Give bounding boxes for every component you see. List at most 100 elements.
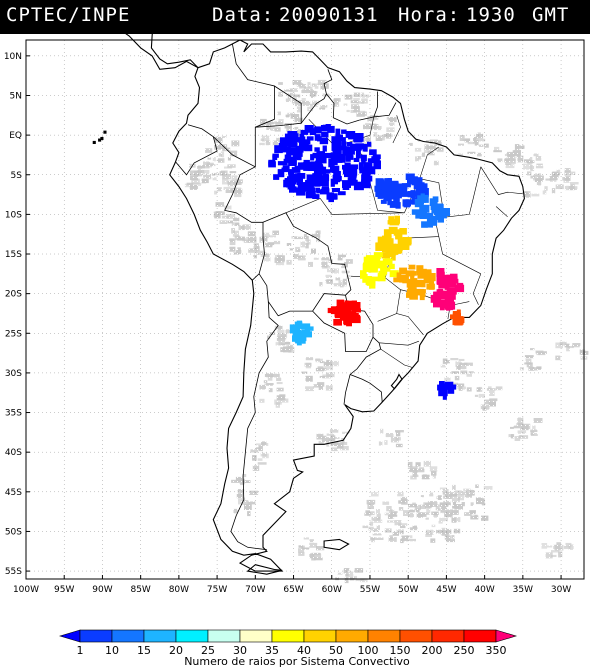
lightning-pixel — [415, 213, 423, 219]
cloud-pixel — [505, 159, 512, 165]
cloud-pixel — [476, 498, 485, 505]
lightning-pixel — [399, 274, 409, 283]
cloud-pixel — [354, 575, 357, 579]
cloud-pixel — [478, 393, 485, 398]
lightning-pixel — [299, 133, 305, 141]
lat-lon-grid — [25, 40, 584, 579]
cloud-pixel — [466, 387, 472, 392]
lightning-pixel — [353, 157, 360, 162]
cloud-pixel — [559, 341, 567, 346]
cloud-pixel — [229, 246, 236, 252]
cloud-pixel — [360, 94, 370, 98]
cloud-pixel — [261, 443, 269, 446]
lightning-pixel — [451, 290, 456, 300]
lightning-pixel — [384, 178, 391, 186]
cloud-pixel — [441, 530, 449, 536]
cloud-pixel — [335, 277, 341, 281]
lightning-pixel — [280, 137, 289, 143]
cloud-pixel — [392, 532, 399, 536]
cloud-pixel — [464, 362, 473, 366]
lightning-pixel — [416, 288, 421, 296]
cloud-pixel — [450, 382, 458, 386]
lightning-pixel — [290, 147, 299, 156]
lightning-pixel — [300, 129, 309, 135]
cloud-pixel — [298, 548, 305, 553]
cloud-pixel — [431, 511, 439, 515]
cloud-pixel — [384, 512, 392, 516]
lon-label: 45W — [436, 585, 456, 595]
lat-label: 45S — [5, 488, 22, 498]
cloud-pixel — [386, 116, 390, 120]
lightning-pixel — [303, 331, 312, 338]
cloud-pixel — [345, 571, 354, 578]
colorbar-tick-label: 1 — [77, 644, 84, 657]
lightning-pixel — [289, 186, 297, 193]
cloud-pixel — [296, 249, 301, 252]
cloud-pixel — [563, 545, 571, 549]
lightning-pixel — [390, 219, 399, 225]
cloud-pixel — [443, 500, 451, 505]
cloud-pixel — [430, 538, 436, 543]
lightning-pixel — [291, 167, 301, 173]
cloud-pixel — [505, 164, 515, 169]
cloud-pixel — [572, 344, 580, 348]
cloud-pixel — [442, 358, 448, 364]
cloud-pixel — [367, 116, 375, 122]
cloud-pixel — [201, 165, 210, 169]
cloud-pixel — [269, 235, 276, 238]
cloud-pixel — [438, 520, 443, 524]
cloud-pixel — [365, 122, 371, 127]
cloud-pixel — [298, 545, 303, 548]
cloud-pixel — [476, 133, 484, 139]
lightning-pixel — [363, 162, 373, 169]
state-border — [434, 166, 482, 219]
lon-label: 35W — [513, 585, 533, 595]
cloud-pixel — [220, 151, 225, 158]
cloud-pixel — [391, 512, 397, 516]
cloud-pixel — [450, 358, 459, 361]
cloud-pixel — [373, 519, 383, 523]
cloud-pixel — [457, 494, 464, 501]
central-america-coast — [125, 34, 199, 70]
lightning-pixel — [319, 164, 324, 170]
lightning-pixel — [391, 252, 396, 261]
cloud-pixel — [229, 239, 236, 246]
lightning-pixel — [424, 222, 430, 227]
cloud-pixel — [367, 136, 371, 140]
lightning-pixel — [418, 210, 427, 215]
lightning-pixel — [427, 271, 432, 277]
lightning-pixel — [289, 139, 298, 148]
lightning-pixel — [353, 181, 364, 191]
lightning-pixel — [402, 278, 410, 284]
cloud-pixel — [534, 178, 543, 182]
cloud-pixel — [570, 182, 579, 185]
cloud-pixel — [436, 149, 444, 153]
state-border — [285, 198, 405, 215]
cloud-pixel — [330, 435, 335, 441]
colorbar-segment — [175, 629, 209, 643]
cloud-pixel — [339, 441, 348, 445]
cloud-pixel — [271, 373, 280, 378]
cloud-pixel — [305, 242, 309, 249]
country-border — [373, 102, 397, 118]
cloud-pixel — [530, 366, 534, 371]
cloud-pixel — [231, 479, 240, 483]
lat-label: 35S — [5, 409, 22, 419]
cloud-pixel — [463, 488, 471, 491]
colorbar-segment — [239, 629, 273, 643]
cloud-pixel — [477, 132, 481, 135]
cloud-pixel — [340, 283, 347, 287]
cloud-pixel — [305, 386, 314, 392]
cloud-pixel — [227, 220, 234, 224]
cloud-pixel — [275, 342, 283, 346]
cloud-pixel — [337, 443, 344, 449]
lon-label: 90W — [92, 585, 112, 595]
lightning-pixel — [452, 278, 459, 284]
cloud-pixel — [242, 474, 247, 478]
cloud-pixel — [311, 248, 316, 254]
lightning-pixel — [297, 173, 306, 179]
cloud-pixel — [318, 368, 327, 371]
cloud-pixel — [420, 495, 424, 498]
cloud-pixel — [296, 106, 301, 113]
country-border — [262, 212, 352, 296]
